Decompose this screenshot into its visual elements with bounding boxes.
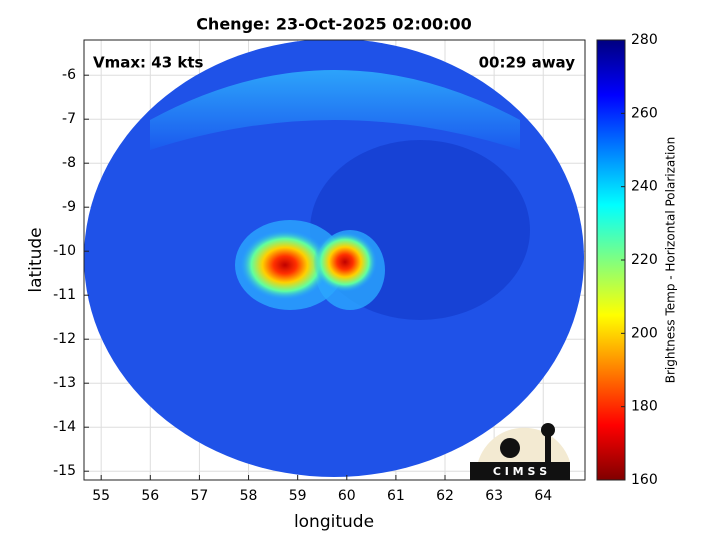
y-tick-label: -14 xyxy=(53,419,76,435)
y-tick-label: -10 xyxy=(53,243,76,259)
y-tick-label: -9 xyxy=(62,199,76,215)
y-tick-label: -15 xyxy=(53,463,76,479)
axes: 55 56 57 58 59 60 61 62 63 64 -6 -7 -8 -9 -10 -11 -12 -13… xyxy=(53,67,552,504)
y-tick-label: -11 xyxy=(53,287,76,303)
x-tick-label: 61 xyxy=(387,488,405,504)
logo: C I M S S xyxy=(470,423,570,480)
colorbar-tick-label: 280 xyxy=(631,32,658,48)
x-tick-label: 55 xyxy=(92,488,110,504)
colorbar-tick-label: 160 xyxy=(631,472,658,488)
convection xyxy=(240,230,330,300)
x-tick-label: 64 xyxy=(534,488,552,504)
logo-dish xyxy=(500,438,520,458)
x-tick-label: 56 xyxy=(141,488,159,504)
y-tick-label: -12 xyxy=(53,331,76,347)
colorbar-tick-label: 240 xyxy=(631,179,658,195)
logo-tank xyxy=(541,423,555,437)
y-axis-label: latitude xyxy=(26,227,46,292)
x-axis-label: longitude xyxy=(294,512,374,532)
y-tick-label: -7 xyxy=(62,111,76,127)
y-tick-label: -8 xyxy=(62,155,76,171)
x-tick-label: 62 xyxy=(436,488,454,504)
logo-tower xyxy=(545,432,551,462)
colorbar-label: Brightness Temp - Horizontal Polarizatio… xyxy=(664,137,678,384)
x-tick-label: 58 xyxy=(240,488,258,504)
colorbar-scale xyxy=(596,39,626,481)
colorbar: 160 180 200 220 240 260 280 xyxy=(596,32,658,488)
x-tick-label: 59 xyxy=(289,488,307,504)
logo-bar xyxy=(470,462,570,480)
x-tick-label: 63 xyxy=(485,488,503,504)
annotation: Vmax: 43 kts xyxy=(93,54,203,72)
y-tick-label: -6 xyxy=(62,67,76,83)
chart-title: Chenge: 23-Oct-2025 02:00:00 xyxy=(196,15,472,34)
x-tick-label: 57 xyxy=(191,488,209,504)
logo-text: C I M S S xyxy=(493,465,547,478)
colorbar-tick-label: 200 xyxy=(631,325,658,341)
swath xyxy=(84,40,584,477)
y-tick-label: -13 xyxy=(53,375,76,391)
colorbar-tick-label: 220 xyxy=(631,252,658,268)
annotation: 00:29 away xyxy=(479,54,576,72)
convection xyxy=(313,232,377,292)
x-tick-label: 60 xyxy=(338,488,356,504)
plot-frame xyxy=(83,39,586,481)
colorbar-tick-label: 260 xyxy=(631,105,658,121)
colorbar-tick-label: 180 xyxy=(631,399,658,415)
swath-edge xyxy=(150,70,520,150)
